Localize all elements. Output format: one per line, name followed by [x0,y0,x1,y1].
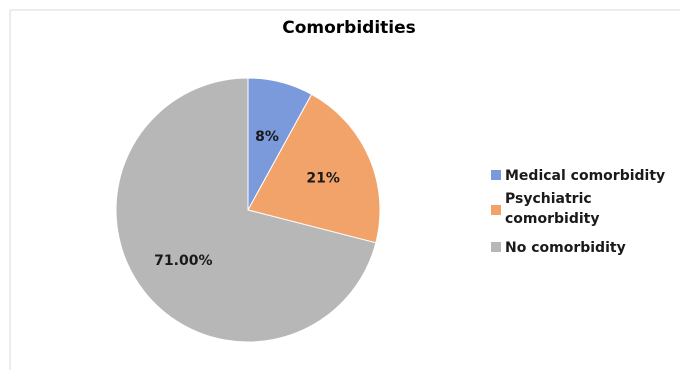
legend-label-none: No comorbidity [505,240,626,256]
data-label-none: 71.00% [154,253,212,269]
pie-slice-psychiatric [247,93,381,244]
legend-label-medical: Medical comorbidity [505,168,665,184]
legend-swatch-none [491,242,501,252]
data-label-psychiatric: 21% [306,170,340,186]
pie-data-labels: 8% 21% 71.00% [154,129,340,269]
pie-slice-none [115,77,377,343]
legend-swatch-medical [491,170,501,180]
chart-title: Comorbidities [282,18,416,38]
legend: Medical comorbidity Psychiatric comorbid… [491,168,665,256]
data-label-medical: 8% [255,129,279,145]
pie-slices [115,77,381,343]
legend-swatch-psychiatric [491,205,501,215]
legend-label-psychiatric: Psychiatric comorbidity [505,191,600,227]
